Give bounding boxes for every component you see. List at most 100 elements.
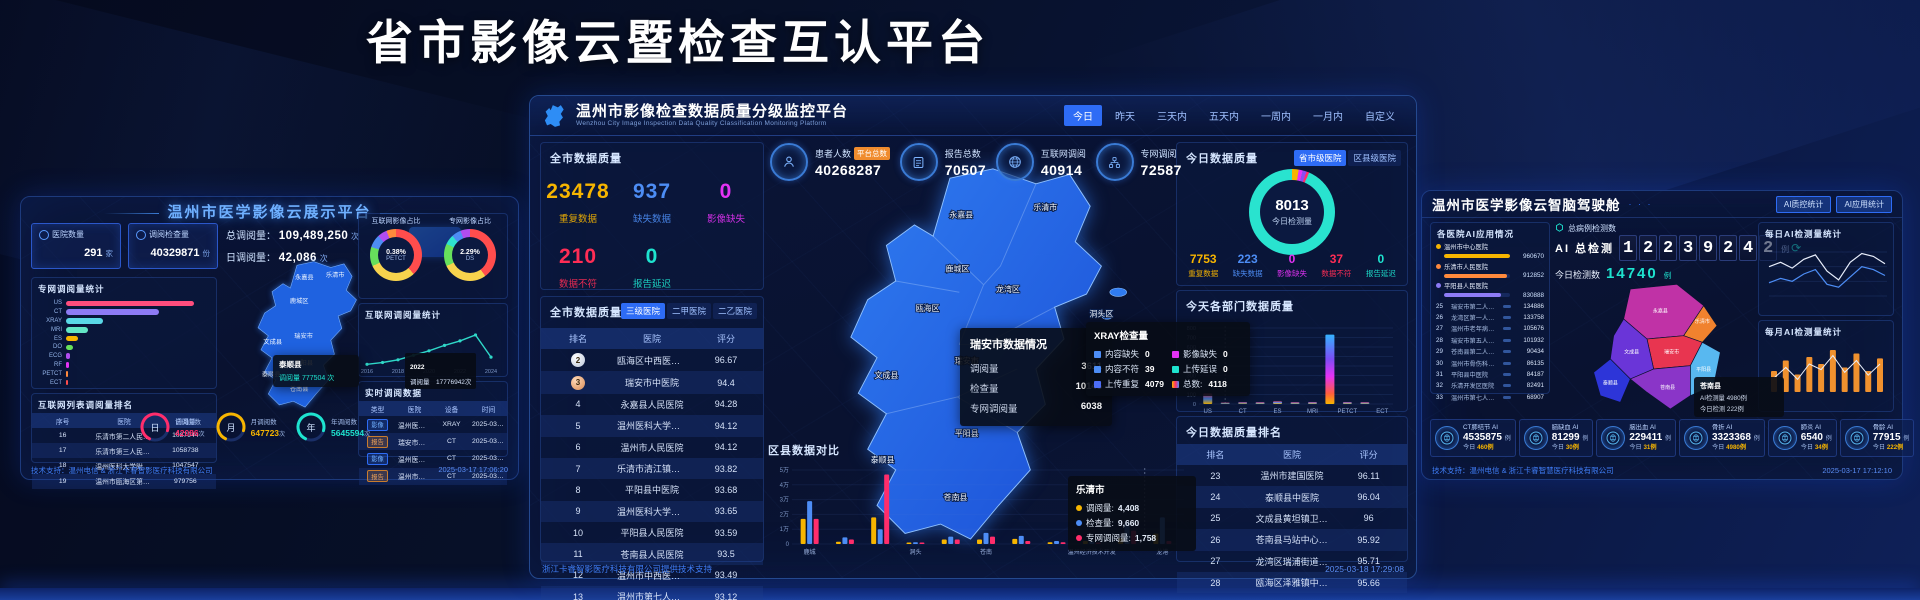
medal-icon: 2	[571, 353, 585, 368]
district-label: 泰顺县	[262, 370, 281, 378]
patient-icon	[770, 143, 808, 181]
svg-text:US: US	[1204, 409, 1212, 415]
table-row: 24 泰顺县中医院 96.04	[1177, 486, 1407, 508]
ai-brain-icon	[1844, 426, 1869, 450]
type-badge: 影像	[367, 452, 388, 465]
hospital-level-tab[interactable]: 三级医院	[620, 303, 665, 319]
quality-stat: 23478 重复数据	[546, 180, 610, 225]
bar-row: CT	[36, 308, 208, 317]
hospital-level-tab[interactable]: 二乙医院	[712, 303, 757, 319]
today-quality-tab[interactable]: 区县级医院	[1348, 150, 1401, 166]
realtime-panel: 实时调阅数据 类型医院设备时间影像温州医科大学附属第二医院XRAY2025-03…	[358, 381, 508, 485]
quality-stat: 0 影像缺失	[1277, 252, 1308, 278]
svg-text:5万: 5万	[780, 467, 789, 474]
time-tab[interactable]: 一周内	[1261, 112, 1291, 123]
hospital-level-tab[interactable]: 二甲医院	[666, 303, 711, 319]
ai-top-row: 乐清市人民医院 912852	[1436, 262, 1544, 279]
time-tab[interactable]: 一月内	[1313, 112, 1343, 123]
legend-item: 内容不符 39	[1094, 363, 1164, 375]
table-row: 4 永嘉县人民医院 94.28	[575, 399, 738, 410]
platform-logo-icon	[542, 103, 568, 129]
column-header: 类型	[359, 401, 396, 416]
quality-stat: 210 数据不符	[558, 245, 598, 290]
quality-stat: 7753 重复数据	[1188, 252, 1219, 278]
ai-metric-card: 脑出血 AI 229411 例今日 31例	[1596, 419, 1676, 457]
ai-rank-row: 25瑞安市第二人民医院134886	[1436, 302, 1544, 311]
ai-top-row: 温州市中心医院 960670	[1436, 242, 1544, 260]
ai-rank-row: 29苍南县第二人民医院90434	[1436, 348, 1544, 357]
table-row: 23 温州市建国医院 96.11	[1210, 470, 1380, 482]
today-quality-tab[interactable]: 省市级医院	[1293, 150, 1347, 166]
district-chart-tooltip: 乐清市 调阅量: 4,408 检查量: 9,660 专网调阅量: 1,758	[1068, 476, 1196, 551]
counter-label: AI 总检测	[1555, 243, 1615, 255]
svg-text:鹿城: 鹿城	[804, 548, 816, 556]
ai-metric-card: 脑缺血 AI 81299 例今日 30例	[1518, 419, 1594, 457]
tooltip-title: 瑞安市数据情况	[970, 339, 1047, 351]
time-tab[interactable]: 五天内	[1209, 112, 1239, 123]
svg-text:年: 年	[307, 422, 316, 433]
bar-row: XRAY	[36, 317, 208, 326]
region-label: 平阳县	[1696, 366, 1711, 373]
platform-total-badge: 平台总数	[854, 146, 891, 160]
table-row: 9温州医科大学附属第二医院93.65	[541, 500, 763, 522]
time-tab[interactable]: 今日	[1064, 105, 1102, 126]
district-label: 文成县	[263, 338, 282, 346]
screen-switch-button[interactable]: AI质控统计	[1775, 195, 1832, 213]
network-icon	[1095, 143, 1134, 181]
district-label: 平阳县	[955, 429, 979, 438]
right-footer: 技术支持：温州电信 & 浙江卡睿智慧医疗科技有限公司 2025-03-17 17…	[1422, 465, 1902, 476]
tooltip-row: 调阅量3611	[970, 361, 1102, 375]
bar-row: MRI	[36, 325, 208, 334]
time-tab[interactable]: 自定义	[1365, 112, 1395, 123]
table-row: 17 乐清市第三人民医院 1058738	[32, 443, 216, 459]
district-label: 龙湾区	[996, 284, 1020, 294]
tooltip-row: 检查量10145	[970, 381, 1102, 395]
ai-rank-row: 27 温州市老年病医院 105676	[1436, 325, 1544, 334]
district-label: 瓯海区	[916, 303, 940, 313]
ai-brain-icon	[1772, 426, 1797, 450]
center-title: 温州市影像检查数据质量分级监控平台	[576, 103, 849, 120]
district-label: 苍南县	[944, 492, 968, 502]
panel-title: 互联网列表调阅量排名	[38, 400, 134, 410]
kpi-network: 专网调阅 72587	[1095, 143, 1182, 181]
table-row: 7乐清市清江镇第一社区卫生服务中心93.82	[541, 457, 763, 480]
ai-brain-icon	[1683, 426, 1708, 450]
left-screen-title: 温州市医学影像云展示平台	[21, 201, 518, 222]
legend-item: 上传重复 4079	[1094, 378, 1164, 390]
tooltip-row: 专网调阅量: 1,758	[1076, 530, 1188, 545]
timestamp: 2025-03-17 17:12:10	[1822, 466, 1892, 475]
table-row: 5温州医科大学附属第一医院94.12	[541, 415, 763, 437]
hospital-level-tabs: 三级医院 二甲医院 二乙医院	[620, 303, 757, 319]
svg-text:ECT: ECT	[1376, 409, 1388, 415]
timestamp: 2025-03-17 17:06:20	[438, 465, 508, 474]
quality-stat: 223 缺失数据	[1232, 252, 1263, 278]
time-filter-tabs: 今日 昨天 三天内 五天内 一周内 一月内 自定义	[1064, 105, 1404, 126]
panel-title: 今天各部门数据质量	[1186, 301, 1294, 313]
column-header: 序号	[32, 413, 94, 428]
center-subtitle: Wenzhou City Image Inspection Data Quali…	[576, 120, 827, 127]
svg-text:0: 0	[786, 542, 790, 548]
quality-stat: 0 报告延迟	[1365, 252, 1396, 278]
svg-text:洞头: 洞头	[909, 548, 921, 556]
medal-icon: 3	[571, 375, 585, 390]
left-screen: 温州市医学影像云展示平台 医院数量 291 家调阅检查量 40329871 份 总调…	[20, 196, 519, 489]
panel-title: 专网调阅量统计	[38, 284, 105, 294]
support-text: 技术支持：温州电信 & 浙江卡睿智影医疗科技有限公司	[31, 466, 213, 475]
district-label: 鹿城区	[946, 264, 970, 274]
table-row: 报告瑞安市第三人民医院CT2025-03-17	[359, 433, 507, 451]
region-label: 泰顺县	[1603, 379, 1618, 386]
ai-rank-row: 31 平阳县中医院 84187	[1436, 371, 1544, 380]
svg-text:0: 0	[1193, 402, 1196, 408]
district-label: 永嘉县	[949, 209, 973, 219]
gauge-ring-icon: 月	[216, 412, 246, 442]
time-tab[interactable]: 昨天	[1115, 112, 1135, 123]
screen-switch-button[interactable]: AI应用统计	[1836, 195, 1892, 213]
today-quality-panel: 今日数据质量 省市级医院 区县级医院 8013 今日检测量 7753 重复数据 223 缺…	[1176, 142, 1408, 286]
time-tab[interactable]: 三天内	[1157, 112, 1187, 123]
gauge-日: 日日调阅数 42086次	[139, 411, 205, 443]
district-label: 苍南县	[290, 385, 309, 393]
ai-brain-icon	[1601, 426, 1626, 450]
column-header: 评分	[1330, 444, 1407, 465]
svg-text:2016: 2016	[361, 369, 373, 375]
choropleth-map[interactable]: 永嘉县 乐清市 瑞安市 文成县 泰顺县 平阳县 苍南县	[1562, 279, 1752, 419]
